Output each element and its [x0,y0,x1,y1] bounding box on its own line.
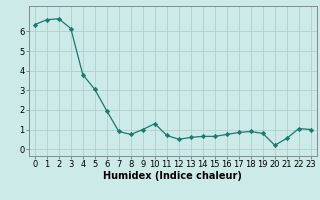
X-axis label: Humidex (Indice chaleur): Humidex (Indice chaleur) [103,171,242,181]
